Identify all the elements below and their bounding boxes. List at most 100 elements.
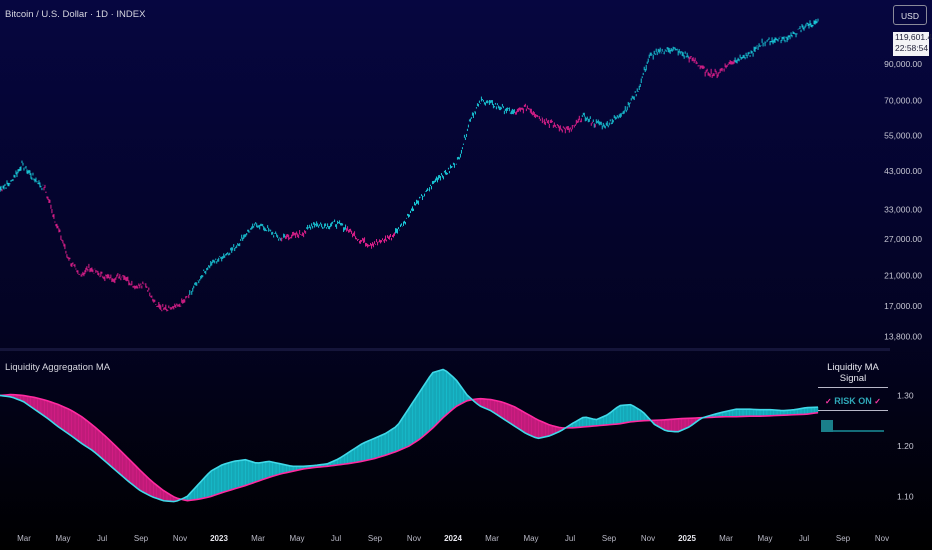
liquidity-fill-segment (408, 402, 413, 447)
liquidity-fill-segment (234, 460, 239, 489)
liquidity-fill-segment (252, 461, 256, 484)
price-axis-label: 43,000.00 (884, 166, 922, 176)
signal-swatch (821, 420, 884, 432)
signal-panel: Liquidity MA Signal ✓ RISK ON ✓ (818, 362, 888, 411)
countdown-timer: 22:58:54 (895, 43, 929, 53)
liquidity-fill-segment (528, 414, 532, 437)
price-axis-label: 27,000.00 (884, 234, 922, 244)
liquidity-fill-segment (112, 442, 117, 471)
liquidity-fill-segment (439, 369, 444, 422)
liquidity-fill-segment (626, 404, 631, 423)
liquidity-fill-segment (367, 439, 372, 461)
time-axis[interactable]: Mar May Jul Sep Nov 2023 Mar May Jul Sep Nov 2024 Ma… (17, 534, 889, 543)
time-axis-label: Jul (565, 534, 575, 543)
liquidity-fill-segment (265, 461, 270, 479)
signal-title: Liquidity MA Signal (818, 362, 888, 388)
liquidity-fill-segment (88, 421, 93, 451)
liquidity-fill-segment (432, 371, 437, 429)
liquidity-fill-segment (391, 426, 396, 454)
price-pane[interactable] (0, 18, 819, 312)
liquidity-fill-segment (514, 406, 519, 429)
liquidity-fill-segment (507, 403, 512, 425)
liquidity-fill-segment (374, 436, 379, 459)
liquidity-fill-segment (524, 412, 529, 435)
liquidity-fill-segment (91, 424, 96, 454)
liquidity-fill-segment (623, 404, 628, 424)
time-axis-label: Mar (17, 534, 31, 543)
signal-state: ✓ RISK ON ✓ (818, 396, 888, 411)
time-axis-label: 2025 (678, 534, 696, 543)
liquidity-fill-segment (81, 416, 86, 447)
liquidity-fill-segment (446, 370, 451, 416)
liquidity-fill-segment (248, 460, 253, 485)
liquidity-fill-segment (766, 409, 771, 417)
liquidity-fill-segment (262, 461, 267, 480)
liquidity-fill-segment (736, 408, 740, 417)
liquidity-fill-segment (671, 418, 676, 432)
liquidity-fill-segment (119, 449, 123, 477)
liquidity-fill-segment (425, 376, 430, 435)
liquidity-fill-segment (521, 410, 526, 434)
last-price-tag: 119,601.43 22:58:54 (893, 32, 932, 56)
liquidity-fill-segment (105, 435, 110, 466)
liquidity-fill-segment (511, 405, 515, 427)
liquidity-fill-segment (61, 405, 65, 432)
indicator-title[interactable]: Liquidity Aggregation MA (5, 362, 111, 373)
liquidity-fill-segment (749, 409, 754, 417)
liquidity-fill-segment (449, 373, 454, 413)
time-axis-label: Sep (836, 534, 851, 543)
liquidity-fill-segment (753, 409, 757, 417)
liquidity-fill-segment (664, 419, 669, 432)
liquidity-fill-segment (442, 369, 447, 419)
liquidity-fill-segment (541, 421, 546, 438)
liquidity-fill-segment (405, 407, 410, 448)
price-axis-label: 70,000.00 (884, 95, 922, 105)
liquidity-fill-segment (224, 462, 229, 493)
liquidity-fill-segment (238, 459, 243, 488)
time-axis-label: Nov (173, 534, 187, 543)
liquidity-fill-segment (415, 391, 420, 443)
liquidity-fill-segment (57, 404, 62, 430)
liquidity-fill-segment (98, 430, 103, 460)
time-axis-label: May (757, 534, 772, 543)
pane-separator[interactable] (0, 348, 890, 351)
liquidity-fill-segment (371, 437, 376, 460)
liquidity-fill-segment (102, 432, 106, 463)
time-axis-label: May (523, 534, 538, 543)
ma-line (0, 393, 819, 502)
time-axis-label: 2024 (444, 534, 462, 543)
currency-button[interactable]: USD (893, 5, 927, 25)
indicator-axis[interactable]: 1.10 1.20 1.30 (897, 391, 914, 502)
time-axis-label: Nov (875, 534, 889, 543)
time-axis-label: Nov (407, 534, 421, 543)
liquidity-fill-segment (108, 439, 113, 469)
liquidity-fill-segment (272, 461, 277, 477)
liquidity-fill-segment (67, 408, 72, 437)
time-axis-label: Sep (134, 534, 149, 543)
check-icon: ✓ (825, 397, 832, 406)
liquidity-fill-segment (667, 419, 672, 432)
liquidity-fill-segment (674, 418, 679, 432)
liquidity-fill-segment (531, 416, 536, 438)
time-axis-label: Mar (719, 534, 733, 543)
price-axis[interactable]: 13,800.00 17,000.00 21,000.00 27,000.00 33,0… (884, 59, 922, 341)
liquidity-fill-segment (115, 445, 120, 474)
liquidity-fill-segment (255, 462, 260, 483)
price-axis-label: 21,000.00 (884, 270, 922, 280)
price-axis-label: 33,000.00 (884, 205, 922, 215)
time-axis-label: Sep (368, 534, 383, 543)
liquidity-fill-segment (54, 402, 59, 427)
time-axis-label: Jul (97, 534, 107, 543)
liquidity-fill-segment (538, 419, 543, 439)
liquidity-fill-segment (231, 460, 236, 490)
liquidity-fill-segment (364, 440, 369, 461)
liquidity-fill-segment (279, 463, 284, 475)
indicator-pane[interactable] (0, 368, 819, 503)
time-axis-label: Jul (331, 534, 341, 543)
signal-state-label: RISK ON (834, 396, 872, 406)
check-icon: ✓ (874, 397, 881, 406)
liquidity-fill-segment (759, 409, 764, 417)
time-axis-label: Jul (799, 534, 809, 543)
